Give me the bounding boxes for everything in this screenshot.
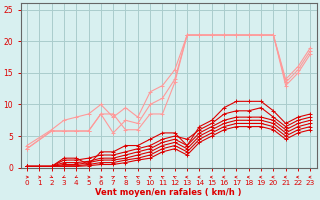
X-axis label: Vent moyen/en rafales ( km/h ): Vent moyen/en rafales ( km/h ): [95, 188, 242, 197]
